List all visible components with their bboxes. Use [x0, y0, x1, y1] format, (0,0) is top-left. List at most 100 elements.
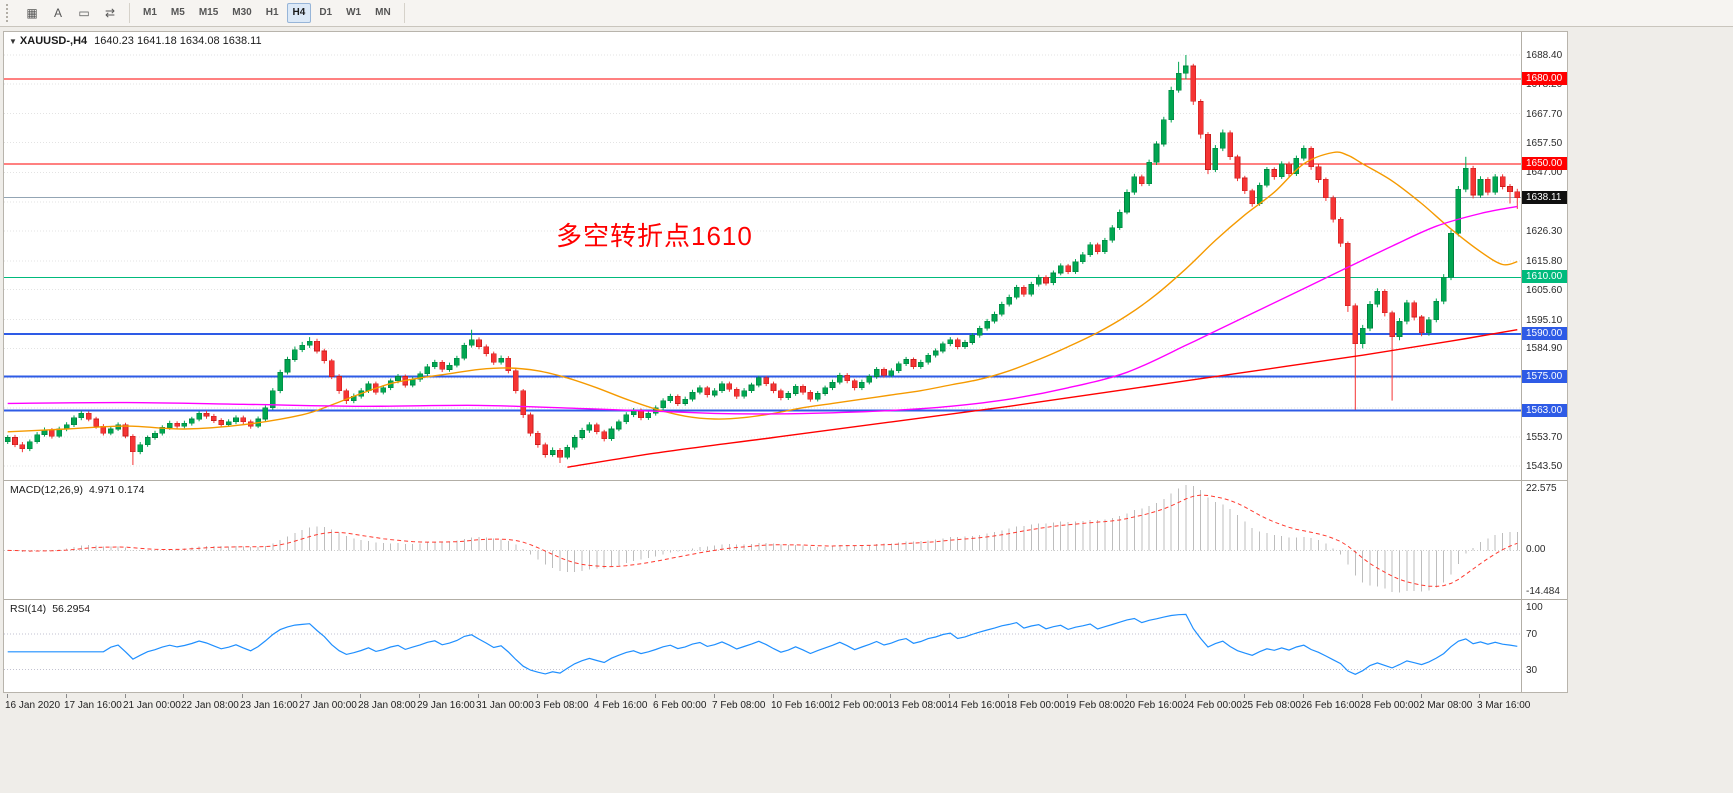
price-scale-label: 1688.40: [1526, 50, 1563, 61]
timeframe-m30[interactable]: M30: [232, 7, 252, 18]
time-tick: [360, 694, 361, 698]
time-tick: [1126, 694, 1127, 698]
chart-frame: ▼ XAUUSD-,H4 1640.23 1641.18 1634.08 1638.…: [3, 31, 1568, 693]
collapse-arrow-icon[interactable]: ▼: [9, 37, 17, 46]
time-label: 18 Feb 00:00: [1006, 700, 1065, 711]
time-tick: [419, 694, 420, 698]
time-label: 7 Feb 08:00: [712, 700, 766, 711]
price-scale-label: 1647.00: [1526, 167, 1563, 178]
timeframe-toolbar: M1 M5 M15 M30 H1 H4 D1 W1 MN: [136, 3, 398, 23]
price-scale-label: 1657.50: [1526, 138, 1563, 149]
time-scale[interactable]: 16 Jan 2020 17 Jan 16:00 21 Jan 00:00 22 Ja…: [3, 694, 1566, 714]
hline-price-tag[interactable]: 1563.00: [1522, 404, 1567, 417]
timeframe-mn[interactable]: MN: [375, 7, 391, 18]
time-label: 28 Jan 08:00: [358, 700, 416, 711]
time-tick: [1244, 694, 1245, 698]
rsi-scale-label: 100: [1526, 602, 1543, 613]
timeframe-m5[interactable]: M5: [170, 7, 185, 18]
chart-annotation-text: 多空转折点1610: [556, 221, 753, 251]
time-label: 14 Feb 16:00: [947, 700, 1006, 711]
horizontal-level-lines[interactable]: [4, 78, 1521, 412]
time-tick: [537, 694, 538, 698]
time-tick: [831, 694, 832, 698]
toolbar: ▦ A ▭ ⇄ M1 M5 M15 M30 H1 H4 D1 W1 MN: [0, 0, 1733, 27]
rsi-line: [7, 613, 1518, 675]
price-scale-label: 1615.80: [1526, 256, 1563, 267]
time-label: 31 Jan 00:00: [476, 700, 534, 711]
time-tick: [7, 694, 8, 698]
macd-signal-line: [7, 494, 1518, 587]
time-label: 26 Feb 16:00: [1301, 700, 1360, 711]
timeframe-h1[interactable]: H1: [265, 7, 279, 18]
panel-divider[interactable]: [4, 480, 1567, 481]
toolbar-grip[interactable]: [6, 4, 12, 22]
hline-price-tag[interactable]: 1610.00: [1522, 270, 1567, 283]
panel-divider[interactable]: [4, 599, 1567, 600]
time-label: 12 Feb 00:00: [829, 700, 888, 711]
timeframe-h4[interactable]: H4: [286, 3, 312, 23]
time-label: 6 Feb 00:00: [653, 700, 707, 711]
hline-price-tag[interactable]: 1590.00: [1522, 327, 1567, 340]
time-tick: [1008, 694, 1009, 698]
timeframe-m15[interactable]: M15: [198, 7, 219, 18]
time-tick: [125, 694, 126, 698]
macd-scale-label: -14.484: [1526, 586, 1560, 597]
price-scale-label: 1626.30: [1526, 226, 1563, 237]
time-label: 25 Feb 08:00: [1242, 700, 1301, 711]
price-chart-plot[interactable]: [4, 32, 1521, 480]
time-label: 21 Jan 00:00: [123, 700, 181, 711]
time-label: 3 Mar 16:00: [1477, 700, 1531, 711]
time-label: 10 Feb 16:00: [771, 700, 830, 711]
time-label: 13 Feb 08:00: [888, 700, 947, 711]
chart-window: ▼ XAUUSD-,H4 1640.23 1641.18 1634.08 1638.…: [0, 28, 1733, 793]
time-label: 23 Jan 16:00: [240, 700, 298, 711]
time-tick: [890, 694, 891, 698]
macd-scale-label: 0.00: [1526, 544, 1546, 555]
time-label: 22 Jan 08:00: [181, 700, 239, 711]
time-label: 3 Feb 08:00: [535, 700, 589, 711]
time-label: 4 Feb 16:00: [594, 700, 648, 711]
timeframe-w1[interactable]: W1: [346, 7, 362, 18]
time-label: 28 Feb 00:00: [1360, 700, 1419, 711]
time-tick: [714, 694, 715, 698]
objects-icon[interactable]: ▭: [78, 6, 90, 20]
text-label-icon[interactable]: A: [53, 6, 62, 20]
toolbar-separator: [403, 3, 405, 23]
timeframe-m1[interactable]: M1: [143, 7, 157, 18]
hline-price-tag[interactable]: 1650.00: [1522, 157, 1567, 170]
symbol-label: XAUUSD-,H4: [19, 35, 88, 47]
chart-grid-icon[interactable]: ▦: [26, 6, 38, 20]
timeframe-d1[interactable]: D1: [319, 7, 333, 18]
toolbar-separator: [129, 3, 130, 23]
hline-price-tag[interactable]: 1680.00: [1522, 72, 1567, 85]
time-label: 27 Jan 00:00: [299, 700, 357, 711]
symbol-ohlc-line: ▼ XAUUSD-,H4 1640.23 1641.18 1634.08 1638.…: [9, 35, 262, 47]
time-tick: [242, 694, 243, 698]
time-tick: [301, 694, 302, 698]
rsi-scale-label: 30: [1526, 665, 1538, 676]
macd-panel-plot[interactable]: [4, 481, 1521, 599]
new-order-icon[interactable]: ⇄: [104, 6, 116, 20]
time-tick: [183, 694, 184, 698]
time-tick: [1362, 694, 1363, 698]
hline-price-tag[interactable]: 1575.00: [1522, 370, 1567, 383]
time-tick: [596, 694, 597, 698]
rsi-panel-plot[interactable]: [4, 600, 1521, 692]
ma-mid-magenta: [7, 205, 1518, 415]
time-label: 19 Feb 08:00: [1065, 700, 1124, 711]
time-label: 29 Jan 16:00: [417, 700, 475, 711]
time-tick: [655, 694, 656, 698]
price-scale-label: 1543.50: [1526, 461, 1563, 472]
toolbar-icon-group: ▦ A ▭ ⇄: [19, 2, 123, 24]
time-tick: [1067, 694, 1068, 698]
price-scale[interactable]: 1688.401678.201667.701657.501647.001626.…: [1521, 32, 1567, 692]
price-scale-label: 1595.10: [1526, 315, 1563, 326]
macd-histogram: [14, 484, 1518, 593]
time-label: 16 Jan 2020: [5, 700, 61, 711]
price-scale-label: 1605.60: [1526, 285, 1563, 296]
grid-lines: [4, 54, 1521, 467]
ohlc-values: 1640.23 1641.18 1634.08 1638.11: [94, 35, 262, 47]
ma-fast-orange: [7, 151, 1518, 433]
price-scale-label: 1584.90: [1526, 343, 1563, 354]
rsi-label: RSI(14) 56.2954: [10, 603, 91, 615]
